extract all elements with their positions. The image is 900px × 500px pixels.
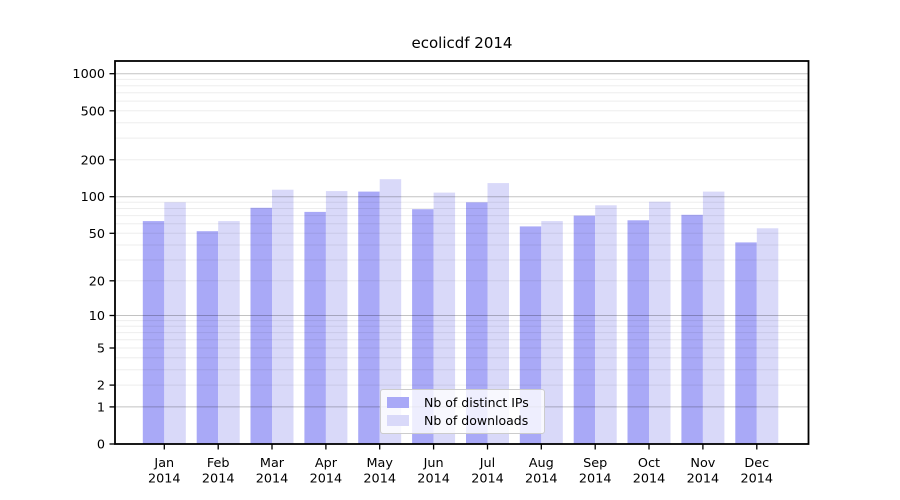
legend-label-distinct-ips: Nb of distinct IPs bbox=[424, 394, 529, 410]
bar-distinct-ips bbox=[304, 211, 326, 444]
bar-downloads bbox=[595, 205, 617, 444]
legend-swatch-distinct-ips bbox=[387, 397, 409, 408]
plot-border bbox=[114, 60, 810, 445]
bar-distinct-ips bbox=[196, 231, 219, 444]
y-tick-label: 20 bbox=[89, 274, 105, 289]
bar-distinct-ips bbox=[735, 242, 757, 444]
y-tick-label: 10 bbox=[89, 309, 105, 324]
y-tick-label: 100 bbox=[81, 190, 105, 205]
x-tick-label: Jun 2014 bbox=[417, 456, 450, 487]
legend-item-distinct-ips: Nb of distinct IPs bbox=[387, 394, 538, 410]
x-tick-label: Feb 2014 bbox=[202, 456, 235, 487]
x-tick-label: Oct 2014 bbox=[633, 456, 666, 487]
bar-distinct-ips bbox=[627, 220, 649, 444]
bar-distinct-ips bbox=[250, 207, 272, 444]
bar-downloads bbox=[649, 201, 671, 444]
y-tick-label: 50 bbox=[89, 227, 105, 242]
y-tick-label: 5 bbox=[97, 342, 105, 357]
y-tick-label: 500 bbox=[81, 104, 105, 119]
x-tick-label: Dec 2014 bbox=[741, 456, 774, 487]
bar-downloads bbox=[325, 191, 348, 444]
bar-distinct-ips bbox=[142, 221, 165, 444]
legend-item-downloads: Nb of downloads bbox=[387, 412, 538, 428]
bar-downloads bbox=[272, 189, 294, 444]
bar-downloads bbox=[379, 179, 402, 444]
x-tick-label: Aug 2014 bbox=[525, 456, 558, 487]
legend-swatch-downloads bbox=[387, 415, 409, 426]
bar-downloads bbox=[218, 221, 240, 444]
bar-distinct-ips bbox=[466, 202, 488, 444]
x-tick-label: Nov 2014 bbox=[687, 456, 720, 487]
legend-label-downloads: Nb of downloads bbox=[424, 412, 529, 428]
bar-distinct-ips bbox=[412, 209, 434, 444]
x-tick-label: Sep 2014 bbox=[579, 456, 612, 487]
y-tick-label: 1 bbox=[97, 400, 105, 415]
x-tick-label: Mar 2014 bbox=[256, 456, 289, 487]
bar-distinct-ips bbox=[358, 191, 380, 444]
bar-downloads bbox=[433, 192, 456, 444]
legend: Nb of distinct IPs Nb of downloads bbox=[380, 389, 545, 434]
y-tick-label: 2 bbox=[97, 379, 105, 394]
y-tick-label: 200 bbox=[81, 153, 105, 168]
chart-title: ecolicdf 2014 bbox=[411, 34, 513, 52]
bar-downloads bbox=[164, 202, 186, 444]
x-tick-label: Jan 2014 bbox=[148, 456, 181, 487]
bar-downloads bbox=[702, 191, 725, 444]
bar-downloads bbox=[756, 228, 779, 444]
y-tick-label: 0 bbox=[97, 438, 105, 453]
bar-distinct-ips bbox=[681, 214, 703, 444]
x-tick-label: Jul 2014 bbox=[471, 456, 504, 487]
bar-downloads bbox=[487, 183, 509, 444]
x-tick-label: May 2014 bbox=[363, 456, 396, 487]
bar-downloads bbox=[541, 221, 563, 444]
bar-distinct-ips bbox=[573, 215, 596, 444]
x-tick-label: Apr 2014 bbox=[310, 456, 343, 487]
y-tick-label: 1000 bbox=[72, 67, 105, 82]
